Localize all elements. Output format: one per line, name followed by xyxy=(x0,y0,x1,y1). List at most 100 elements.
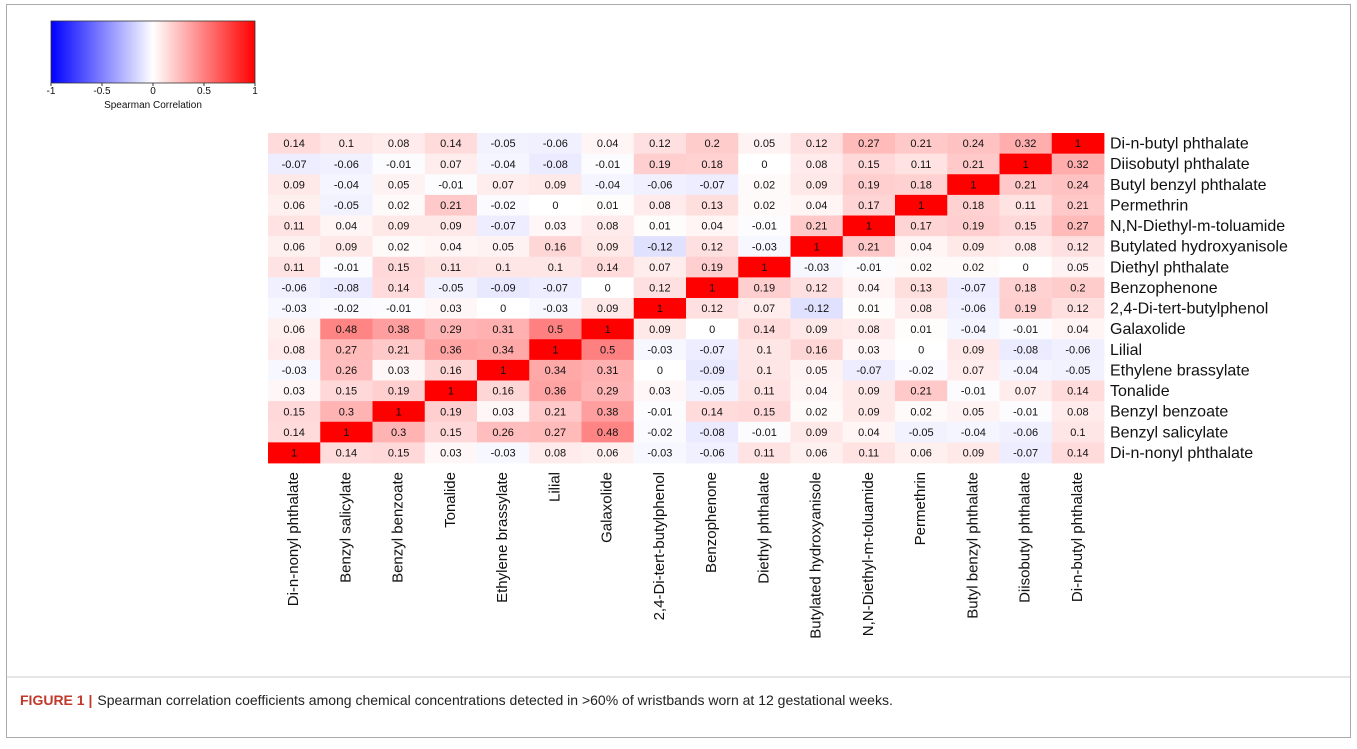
heatmap-cell xyxy=(738,174,791,196)
cell-label: 0.04 xyxy=(910,241,931,253)
cell-label: 0.03 xyxy=(440,303,461,315)
heatmap-cell xyxy=(999,401,1053,423)
cell-label: 0.05 xyxy=(754,138,775,150)
heatmap-cell xyxy=(581,174,635,196)
heatmap-cell xyxy=(268,380,321,402)
cell-label: 0.12 xyxy=(1067,303,1088,315)
cell-label: -0.05 xyxy=(1065,365,1090,377)
cell-label: 0.02 xyxy=(388,200,409,212)
cell-label: -0.05 xyxy=(334,200,359,212)
heatmap-cell xyxy=(1051,339,1105,361)
heatmap-cell xyxy=(268,194,321,216)
cell-label: 0.04 xyxy=(1067,324,1088,336)
cell-label: 0.34 xyxy=(545,365,566,377)
heatmap-cell xyxy=(477,298,530,320)
cell-label: 0.05 xyxy=(963,406,984,418)
heatmap-cell xyxy=(999,339,1053,361)
cell-label: 0.14 xyxy=(597,262,618,274)
heatmap-cell xyxy=(372,298,426,320)
cell-label: 0.11 xyxy=(1015,200,1036,212)
heatmap-cell xyxy=(424,236,478,258)
heatmap-cell xyxy=(529,401,582,423)
heatmap-cell xyxy=(372,421,426,443)
heatmap-cell xyxy=(320,401,373,423)
heatmap-cell xyxy=(842,236,896,258)
heatmap-cell xyxy=(633,153,687,175)
cell-label: 0.14 xyxy=(283,427,304,439)
heatmap-cell xyxy=(372,401,426,423)
cell-label: -0.06 xyxy=(961,303,986,315)
heatmap-cell xyxy=(581,194,635,216)
cell-label: 0.06 xyxy=(806,448,827,460)
heatmap-cell xyxy=(842,298,896,320)
heatmap-cell xyxy=(895,153,948,175)
heatmap-cell xyxy=(686,256,739,278)
column-label: Diethyl phthalate xyxy=(755,472,772,584)
heatmap-cell xyxy=(738,339,791,361)
heatmap-cell xyxy=(581,256,635,278)
cell-label: -0.06 xyxy=(1065,344,1090,356)
cell-label: 0.03 xyxy=(858,344,879,356)
cell-label: 0.04 xyxy=(701,221,722,233)
cell-label: -0.03 xyxy=(282,365,307,377)
cell-label: 0.02 xyxy=(806,406,827,418)
heatmap-cell xyxy=(529,133,582,155)
cell-label: -0.07 xyxy=(856,365,881,377)
cell-label: 0.05 xyxy=(388,179,409,191)
cell-label: 0.03 xyxy=(283,386,304,398)
row-label: Lilial xyxy=(1110,342,1142,359)
cell-label: 0.19 xyxy=(701,262,722,274)
heatmap-cell xyxy=(372,236,426,258)
cell-label: 0.09 xyxy=(440,221,461,233)
row-label: Permethrin xyxy=(1110,197,1188,214)
heatmap-cell xyxy=(477,401,530,423)
heatmap-cell xyxy=(842,359,896,381)
cell-label: -0.02 xyxy=(491,200,516,212)
heatmap-cell xyxy=(633,215,687,237)
cell-label: 0.48 xyxy=(336,324,357,336)
heatmap-cell xyxy=(947,380,1000,402)
cell-label: 1 xyxy=(970,179,976,191)
cell-label: -0.12 xyxy=(804,303,829,315)
cell-label: -0.04 xyxy=(595,179,620,191)
heatmap-cell xyxy=(529,277,582,299)
cell-label: 0 xyxy=(605,283,611,295)
heatmap-cell xyxy=(738,277,791,299)
cell-label: 0.06 xyxy=(597,448,618,460)
heatmap-cell xyxy=(581,236,635,258)
caption-text: Spearman correlation coefficients among … xyxy=(97,692,892,708)
heatmap-cell xyxy=(895,215,948,237)
heatmap-cell xyxy=(999,236,1053,258)
cell-label: 0.11 xyxy=(284,262,305,274)
heatmap-cell xyxy=(477,359,530,381)
column-label: Di-n-nonyl phthalate xyxy=(285,472,302,606)
heatmap-cell xyxy=(895,298,948,320)
cell-label: 1 xyxy=(605,324,611,336)
heatmap-cell xyxy=(1051,194,1105,216)
heatmap-cell xyxy=(372,359,426,381)
heatmap-cell xyxy=(424,298,478,320)
column-label: Diisobutyl phthalate xyxy=(1017,472,1034,603)
column-label: Benzyl benzoate xyxy=(390,472,407,583)
heatmap-cell xyxy=(738,298,791,320)
heatmap-cell xyxy=(581,318,635,340)
cell-label: -0.01 xyxy=(438,179,463,191)
cell-label: 0.09 xyxy=(336,241,357,253)
heatmap-cell xyxy=(529,380,582,402)
cell-label: 0.1 xyxy=(757,365,772,377)
cell-label: 0.08 xyxy=(858,324,879,336)
cell-label: 1 xyxy=(552,344,558,356)
colorbar-tick-label: 1 xyxy=(252,86,258,97)
cell-label: 0.32 xyxy=(1015,138,1036,150)
heatmap-cell xyxy=(372,133,426,155)
heatmap-cell xyxy=(424,401,478,423)
heatmap-cell xyxy=(529,359,582,381)
heatmap-cell xyxy=(320,298,373,320)
heatmap-cell xyxy=(895,442,948,464)
heatmap-cell xyxy=(790,256,844,278)
cell-label: -0.05 xyxy=(491,138,516,150)
cell-label: -0.02 xyxy=(334,303,359,315)
heatmap-cell xyxy=(999,421,1053,443)
heatmap-cell xyxy=(686,174,739,196)
cell-label: 0.11 xyxy=(911,159,932,171)
